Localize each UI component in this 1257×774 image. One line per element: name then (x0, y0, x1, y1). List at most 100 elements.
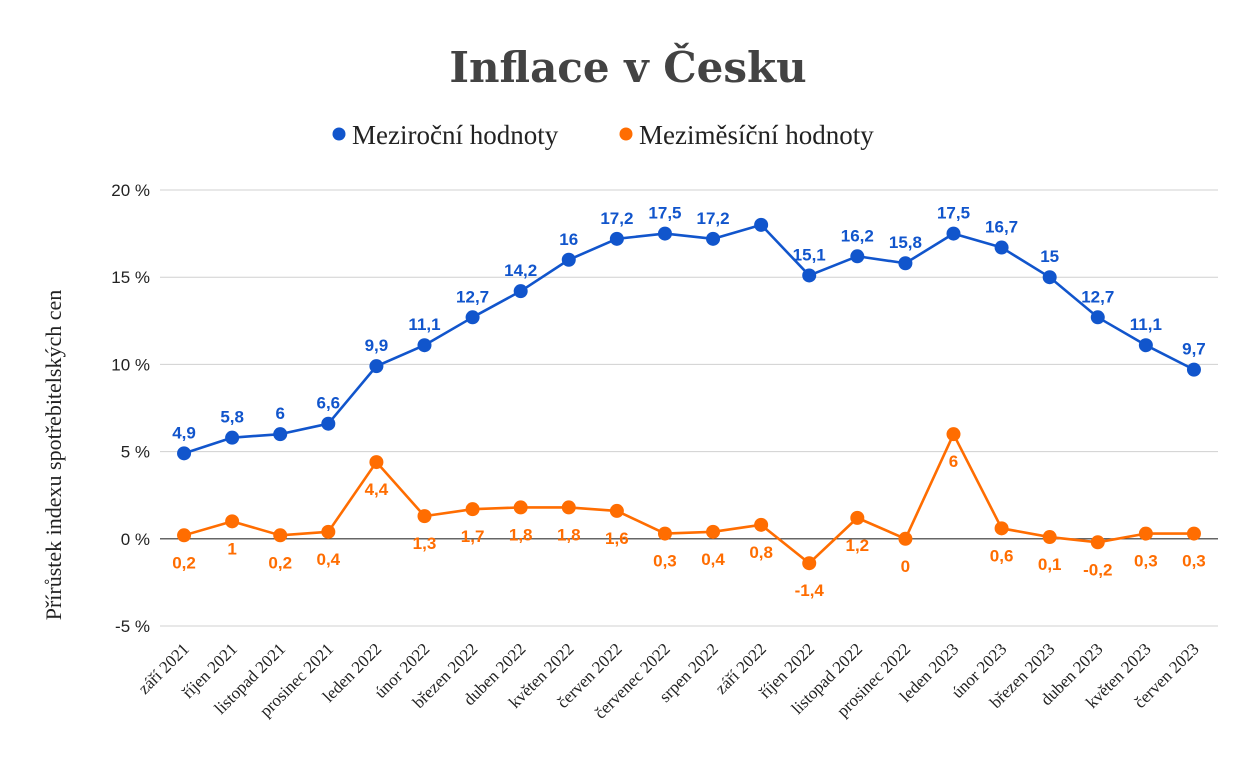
data-label: 0,3 (1182, 552, 1206, 571)
data-point[interactable] (177, 528, 192, 543)
data-point[interactable] (898, 531, 913, 546)
data-point[interactable] (1186, 526, 1201, 541)
y-axis-ticks: -5 % 0 % 5 % 10 % 15 % 20 % (111, 181, 150, 636)
data-point[interactable] (1138, 338, 1153, 353)
data-point[interactable] (994, 521, 1009, 536)
data-label: 4,9 (172, 423, 196, 442)
data-point[interactable] (321, 416, 336, 431)
y-tick-label: -5 % (115, 617, 150, 636)
data-label: 0,4 (316, 550, 340, 569)
legend-item-yoy[interactable]: Meziroční hodnoty (332, 120, 559, 150)
data-point[interactable] (657, 526, 672, 541)
data-label: 17,5 (937, 204, 970, 223)
data-label: 1,2 (845, 536, 869, 555)
data-point[interactable] (850, 510, 865, 525)
data-point[interactable] (1186, 362, 1201, 377)
data-label: 9,9 (365, 336, 389, 355)
data-point[interactable] (1090, 535, 1105, 550)
data-point[interactable] (1138, 526, 1153, 541)
data-label: 16,7 (985, 218, 1018, 237)
y-tick-label: 15 % (111, 268, 150, 287)
data-point[interactable] (369, 359, 384, 374)
data-label: -0,2 (1083, 560, 1112, 579)
data-label: 17,2 (600, 209, 633, 228)
y-tick-label: 20 % (111, 181, 150, 200)
data-point[interactable] (177, 446, 192, 461)
data-point[interactable] (321, 524, 336, 539)
data-point[interactable] (754, 217, 769, 232)
data-point[interactable] (706, 231, 721, 246)
data-label: 1,8 (509, 525, 533, 544)
legend-item-mom[interactable]: Meziměsíční hodnoty (619, 120, 875, 150)
data-point[interactable] (802, 268, 817, 283)
data-label: 6 (275, 404, 284, 423)
data-point[interactable] (225, 514, 240, 529)
data-point[interactable] (1042, 530, 1057, 545)
data-label: 11,1 (408, 315, 440, 334)
data-point[interactable] (898, 256, 913, 271)
data-label: 16,2 (841, 226, 874, 245)
data-label: 12,7 (1081, 287, 1114, 306)
data-point[interactable] (802, 556, 817, 571)
y-tick-label: 10 % (111, 355, 150, 374)
data-point[interactable] (465, 310, 480, 325)
data-point[interactable] (273, 528, 288, 543)
data-label: 0,4 (701, 550, 725, 569)
y-tick-label: 5 % (121, 443, 150, 462)
legend-label-mom: Meziměsíční hodnoty (639, 120, 874, 150)
data-point[interactable] (657, 226, 672, 241)
data-point[interactable] (754, 517, 769, 532)
data-label: 15 (1040, 247, 1059, 266)
data-point[interactable] (609, 231, 624, 246)
data-label: 15,8 (889, 233, 922, 252)
data-point[interactable] (513, 500, 528, 515)
data-point[interactable] (417, 338, 432, 353)
data-label: 11,1 (1130, 315, 1162, 334)
data-label: 1,8 (557, 525, 581, 544)
legend-marker-mom (619, 127, 633, 141)
data-point[interactable] (561, 500, 576, 515)
legend: Meziroční hodnoty Meziměsíční hodnoty (332, 120, 875, 150)
series-yoy: 4,9 5,8 6 6,6 9,9 11,1 12,7 14,2 16 17,2 17,5 17,2 1… (172, 204, 1206, 461)
data-point[interactable] (1042, 270, 1057, 285)
data-label: 0,3 (1134, 552, 1158, 571)
data-label: 1 (227, 539, 236, 558)
grid (160, 189, 1218, 627)
data-label: 6,6 (316, 394, 340, 413)
data-label: 14,2 (504, 261, 537, 280)
data-label: 0,2 (268, 553, 292, 572)
data-point[interactable] (946, 226, 961, 241)
data-label: 0,2 (172, 553, 196, 572)
data-point[interactable] (417, 509, 432, 524)
y-tick-label: 0 % (121, 530, 150, 549)
data-label: -1,4 (795, 581, 825, 600)
data-point[interactable] (850, 249, 865, 264)
data-label: 1,3 (413, 534, 437, 553)
data-point[interactable] (369, 455, 384, 470)
data-point[interactable] (706, 524, 721, 539)
data-label: 0,6 (990, 546, 1014, 565)
data-point[interactable] (465, 502, 480, 517)
data-point[interactable] (994, 240, 1009, 255)
data-point[interactable] (1090, 310, 1105, 325)
series-mom: 0,2 1 0,2 0,4 4,4 1,3 1,7 1,8 1,8 1,6 0,3 0,4 0,8 -1,… (172, 427, 1206, 600)
data-point[interactable] (273, 427, 288, 442)
data-label: 4,4 (365, 480, 389, 499)
series-line (183, 432, 1194, 565)
data-point[interactable] (513, 284, 528, 299)
data-label: 1,7 (461, 527, 485, 546)
data-point[interactable] (561, 252, 576, 267)
data-point[interactable] (225, 430, 240, 445)
data-point[interactable] (609, 503, 624, 518)
data-label: 15,1 (793, 245, 826, 264)
legend-marker-yoy (332, 127, 346, 141)
series-line (183, 223, 1195, 455)
data-label: 17,5 (648, 204, 681, 223)
data-label: 1,6 (605, 529, 629, 548)
data-point[interactable] (946, 427, 961, 442)
data-label: 6 (949, 452, 958, 471)
data-label: 5,8 (220, 408, 244, 427)
